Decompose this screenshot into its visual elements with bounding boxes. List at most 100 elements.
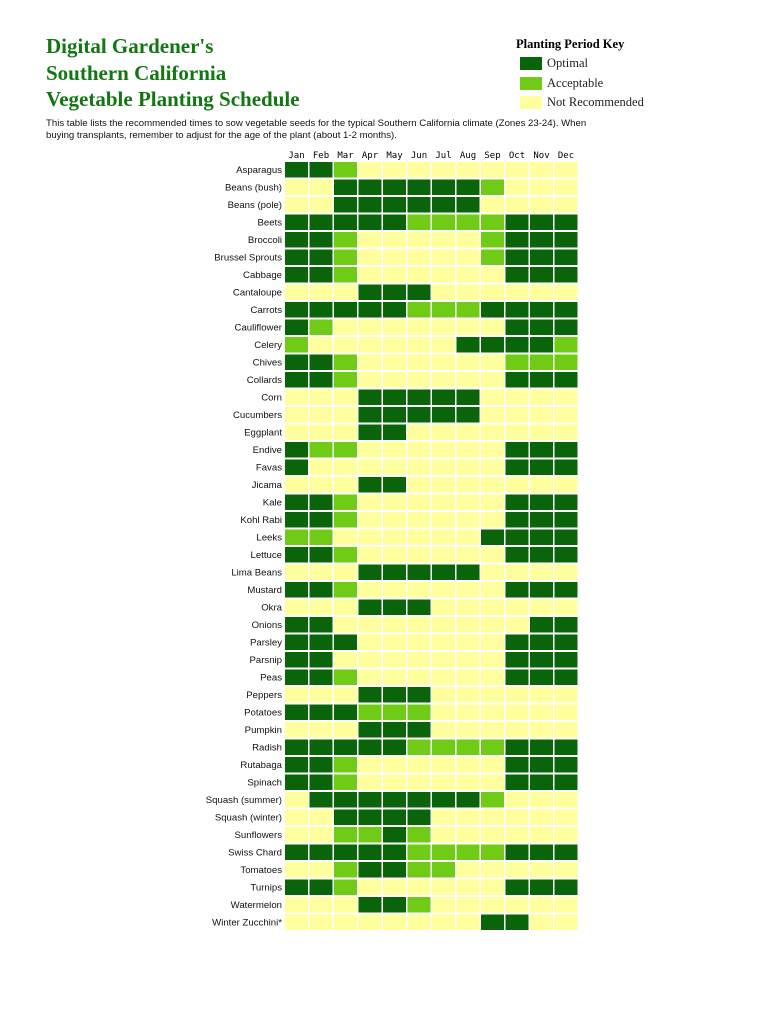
heatmap-cell	[309, 844, 333, 860]
heatmap-cell	[481, 337, 504, 353]
heatmap-cell	[432, 407, 455, 423]
heatmap-cell	[530, 529, 553, 545]
row-label: Peas	[260, 673, 282, 684]
heatmap-cell	[285, 862, 308, 878]
heatmap-cell	[432, 809, 455, 825]
month-label-mar: Mar	[337, 151, 354, 161]
heatmap-cell	[530, 389, 553, 405]
heatmap-cell	[432, 372, 455, 388]
heatmap-cell	[505, 599, 529, 615]
not-recommended-swatch	[520, 96, 542, 110]
row-label: Endive	[253, 445, 282, 456]
heatmap-cell	[285, 547, 308, 563]
heatmap-cell	[407, 389, 431, 405]
row-label: Favas	[256, 463, 282, 474]
heatmap-cell	[407, 914, 431, 930]
heatmap-cell	[383, 494, 406, 510]
row-label: Kohl Rabi	[240, 515, 282, 526]
heatmap-cell	[456, 897, 480, 913]
heatmap-cell	[358, 337, 382, 353]
heatmap-cell	[481, 319, 504, 335]
heatmap-cell	[554, 162, 578, 178]
row-label: Celery	[254, 340, 282, 351]
heatmap-cell	[432, 757, 455, 773]
heatmap-cell	[481, 827, 504, 843]
heatmap-cell	[481, 739, 504, 755]
heatmap-cell	[285, 879, 308, 895]
heatmap-cell	[309, 792, 333, 808]
heatmap-cell	[554, 302, 578, 318]
heatmap-cell	[407, 372, 431, 388]
heatmap-cell	[554, 879, 578, 895]
heatmap-cell	[334, 757, 357, 773]
row-label: Watermelon	[231, 900, 282, 911]
heatmap-cell	[554, 914, 578, 930]
heatmap-cell	[407, 232, 431, 248]
heatmap-cell	[407, 459, 431, 475]
heatmap-cell	[554, 547, 578, 563]
heatmap-cell	[285, 162, 308, 178]
heatmap-cell	[334, 512, 357, 528]
heatmap-cell	[383, 424, 406, 440]
heatmap-cell	[358, 319, 382, 335]
heatmap-cell	[554, 512, 578, 528]
heatmap-cell	[285, 494, 308, 510]
heatmap-cell	[334, 442, 357, 458]
heatmap-cell	[481, 162, 504, 178]
heatmap-cell	[334, 547, 357, 563]
heatmap-cell	[309, 337, 333, 353]
heatmap-cell	[383, 284, 406, 300]
heatmap-cell	[432, 739, 455, 755]
heatmap-cell	[530, 197, 553, 213]
heatmap-cell	[505, 214, 529, 230]
heatmap-cell	[505, 739, 529, 755]
heatmap-cell	[505, 844, 529, 860]
heatmap-cell	[285, 197, 308, 213]
heatmap-cell	[456, 774, 480, 790]
heatmap-cell	[334, 687, 357, 703]
heatmap-cell	[309, 214, 333, 230]
heatmap-cell	[456, 459, 480, 475]
heatmap-cell	[285, 442, 308, 458]
heatmap-cell	[383, 792, 406, 808]
heatmap-cell	[285, 267, 308, 283]
heatmap-cell	[505, 564, 529, 580]
heatmap-cell	[309, 564, 333, 580]
heatmap-cell	[530, 879, 553, 895]
heatmap-cell	[456, 267, 480, 283]
row-label: Peppers	[246, 690, 282, 701]
heatmap-cell	[309, 249, 333, 265]
row-label: Leeks	[256, 533, 282, 544]
page-title: Digital Gardener's Southern California V…	[46, 33, 300, 113]
month-label-sep: Sep	[484, 151, 500, 161]
heatmap-cell	[407, 722, 431, 738]
title-line-3: Vegetable Planting Schedule	[46, 87, 300, 111]
heatmap-cell	[383, 372, 406, 388]
heatmap-cell	[505, 232, 529, 248]
heatmap-cell	[285, 669, 308, 685]
heatmap-cell	[554, 809, 578, 825]
heatmap-cell	[432, 302, 455, 318]
heatmap-cell	[432, 634, 455, 650]
heatmap-cell	[309, 879, 333, 895]
heatmap-cell	[383, 214, 406, 230]
heatmap-cell	[358, 809, 382, 825]
heatmap-cell	[358, 197, 382, 213]
heatmap-cell	[530, 634, 553, 650]
heatmap-cell	[334, 827, 357, 843]
heatmap-cell	[505, 407, 529, 423]
heatmap-cell	[432, 179, 455, 195]
heatmap-cell	[481, 687, 504, 703]
heatmap-cell	[285, 792, 308, 808]
heatmap-cell	[456, 407, 480, 423]
key-item-optimal: Optimal	[516, 54, 644, 74]
row-label: Cabbage	[243, 270, 282, 281]
heatmap-cell	[456, 354, 480, 370]
heatmap-cell	[407, 687, 431, 703]
heatmap-cell	[481, 617, 504, 633]
heatmap-cell	[407, 792, 431, 808]
key-label-not-recommended: Not Recommended	[547, 95, 644, 110]
heatmap-cell	[554, 792, 578, 808]
heatmap-cell	[530, 162, 553, 178]
heatmap-cell	[554, 284, 578, 300]
